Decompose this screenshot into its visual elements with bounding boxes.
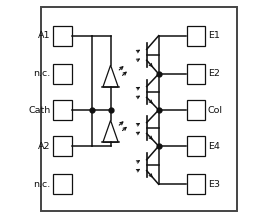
Text: n.c.: n.c. xyxy=(33,180,51,189)
FancyBboxPatch shape xyxy=(187,136,205,156)
Text: Col: Col xyxy=(208,106,223,114)
Text: n.c.: n.c. xyxy=(33,70,51,78)
FancyBboxPatch shape xyxy=(53,100,72,120)
FancyBboxPatch shape xyxy=(187,174,205,194)
FancyBboxPatch shape xyxy=(187,100,205,120)
FancyBboxPatch shape xyxy=(53,136,72,156)
FancyBboxPatch shape xyxy=(187,26,205,46)
FancyBboxPatch shape xyxy=(53,26,72,46)
Text: Cath: Cath xyxy=(28,106,51,114)
Text: E4: E4 xyxy=(208,142,220,150)
FancyBboxPatch shape xyxy=(53,174,72,194)
Text: E1: E1 xyxy=(208,31,220,40)
FancyBboxPatch shape xyxy=(187,64,205,84)
FancyBboxPatch shape xyxy=(41,7,237,211)
Text: E2: E2 xyxy=(208,70,220,78)
Text: E3: E3 xyxy=(208,180,220,189)
Text: A2: A2 xyxy=(38,142,51,150)
FancyBboxPatch shape xyxy=(53,64,72,84)
Text: A1: A1 xyxy=(38,31,51,40)
